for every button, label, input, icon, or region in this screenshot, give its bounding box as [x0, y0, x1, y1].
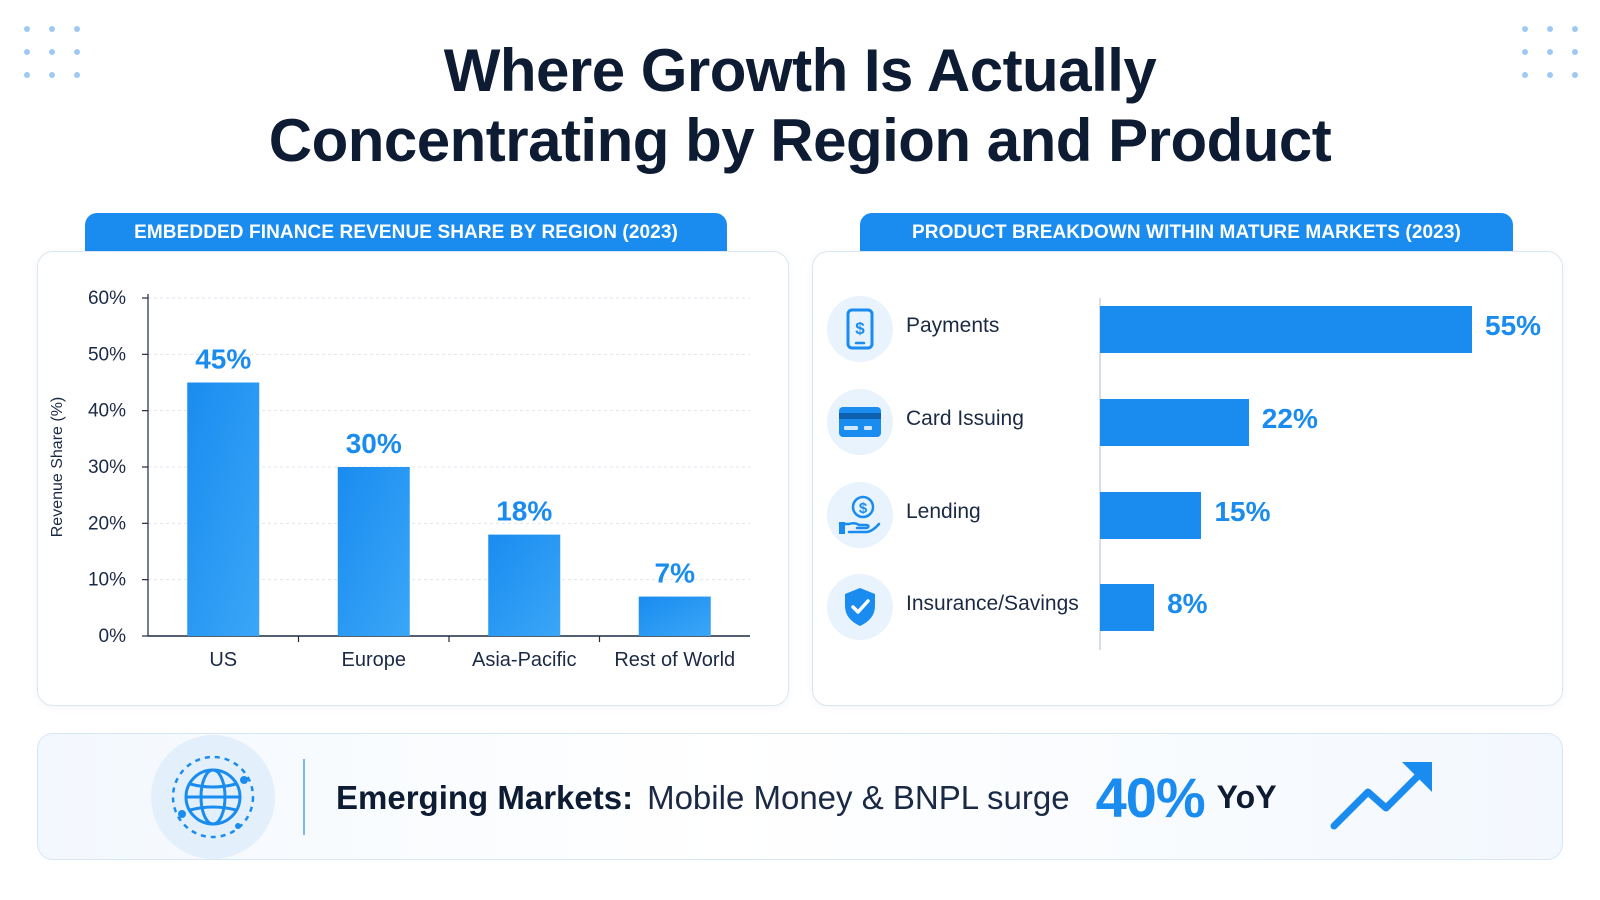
- y-tick-label: 60%: [88, 288, 126, 309]
- x-category-label: Asia-Pacific: [472, 649, 576, 671]
- product-value-label: 55%: [1485, 310, 1542, 341]
- product-bar: [1100, 584, 1155, 631]
- x-category-label: Rest of World: [614, 649, 735, 671]
- banner-divider: [303, 759, 305, 835]
- y-tick-label: 40%: [88, 401, 126, 422]
- svg-text:$: $: [855, 319, 865, 338]
- shield-check-icon: [827, 574, 893, 640]
- product-value-label: 22%: [1261, 403, 1318, 434]
- credit-card-icon: [827, 389, 893, 455]
- banner-description: Mobile Money & BNPL surge: [647, 778, 1070, 816]
- region-bar-chart: 0% 10% 20% 30% 40% 50% 60% Revenue Share (%) 45%…: [49, 288, 750, 671]
- product-bar: [1100, 306, 1472, 353]
- product-row-insurance-savings: Insurance/Savings 8%: [813, 572, 1564, 642]
- product-bar: [1100, 492, 1202, 539]
- bar-value-label: 18%: [496, 496, 552, 527]
- product-chart-axis: [1099, 298, 1101, 650]
- product-value-label: 15%: [1214, 496, 1271, 527]
- y-tick-label: 50%: [88, 344, 126, 365]
- x-category-label: US: [209, 649, 237, 671]
- product-label: Lending: [906, 500, 981, 523]
- lending-hand-icon: $: [827, 482, 893, 548]
- product-label: Insurance/Savings: [906, 592, 1079, 615]
- page-title: Where Growth Is Actually Concentrating b…: [0, 36, 1600, 176]
- product-chart-title: PRODUCT BREAKDOWN WITHIN MATURE MARKETS …: [860, 213, 1513, 253]
- product-value-label: 8%: [1167, 588, 1208, 619]
- globe-icon: [151, 735, 275, 859]
- page-title-line-1: Where Growth Is Actually: [443, 37, 1157, 104]
- product-label: Card Issuing: [906, 407, 1024, 430]
- decorative-dots-left: [24, 26, 80, 78]
- y-tick-label: 10%: [88, 570, 126, 591]
- bar-value-label: 7%: [655, 558, 696, 589]
- page-title-line-2: Concentrating by Region and Product: [268, 107, 1332, 174]
- x-category-label: Europe: [342, 649, 407, 671]
- product-bar: [1100, 399, 1249, 446]
- svg-text:$: $: [859, 500, 868, 517]
- bar-value-label: 30%: [346, 428, 402, 459]
- y-tick-label: 30%: [88, 457, 126, 478]
- bar-us: [187, 382, 260, 636]
- bar-europe: [337, 467, 410, 636]
- emerging-markets-banner: Emerging Markets: Mobile Money & BNPL su…: [37, 733, 1563, 860]
- trend-up-arrow-icon: [1330, 762, 1432, 830]
- product-row-payments: $ Payments 55%: [813, 294, 1564, 364]
- banner-label: Emerging Markets:: [336, 778, 634, 816]
- decorative-dots-right: [1522, 26, 1578, 78]
- product-chart-panel: $ Payments 55% Card Issuing 22% $: [812, 251, 1563, 706]
- y-tick-label: 0%: [99, 626, 127, 647]
- bar-asia-pacific: [488, 534, 561, 636]
- mobile-payment-icon: $: [827, 296, 893, 362]
- y-axis-title: Revenue Share (%): [49, 397, 66, 538]
- region-chart-panel: 0% 10% 20% 30% 40% 50% 60% Revenue Share (%) 45%…: [37, 251, 789, 706]
- region-chart-title: EMBEDDED FINANCE REVENUE SHARE BY REGION…: [85, 213, 727, 253]
- banner-text: Emerging Markets: Mobile Money & BNPL su…: [336, 734, 1277, 861]
- bar-rest-of-world: [638, 596, 711, 636]
- y-tick-label: 20%: [88, 513, 126, 534]
- banner-suffix: YoY: [1216, 779, 1277, 815]
- product-label: Payments: [906, 314, 1000, 337]
- product-row-card-issuing: Card Issuing 22%: [813, 387, 1564, 457]
- bar-value-label: 45%: [195, 344, 251, 375]
- product-row-lending: $ Lending 15%: [813, 480, 1564, 550]
- banner-percent: 40%: [1095, 766, 1206, 829]
